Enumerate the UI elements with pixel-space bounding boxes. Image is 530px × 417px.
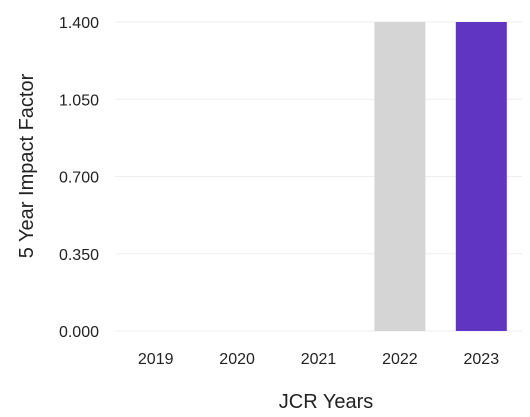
y-tick-label: 1.400 [59, 15, 99, 32]
x-axis-title: JCR Years [279, 391, 374, 413]
x-axis-ticks: 2019 2020 2021 2022 2023 [138, 351, 499, 368]
y-tick-label: 0.350 [59, 247, 99, 264]
x-tick-label: 2023 [464, 351, 500, 368]
bars [374, 22, 507, 331]
y-tick-label: 1.050 [59, 92, 99, 109]
x-tick-label: 2019 [138, 351, 174, 368]
bar-2023[interactable] [455, 22, 507, 331]
y-axis-ticks: 0.000 0.350 0.700 1.050 1.400 [59, 15, 99, 341]
x-tick-label: 2021 [301, 351, 337, 368]
grid-lines [115, 21, 522, 332]
y-tick-label: 0.700 [59, 170, 99, 187]
y-axis-title: 5 Year Impact Factor [16, 73, 38, 258]
x-tick-label: 2022 [382, 351, 418, 368]
bar-2022[interactable] [374, 22, 426, 331]
y-tick-label: 0.000 [59, 324, 99, 341]
x-tick-label: 2020 [219, 351, 255, 368]
